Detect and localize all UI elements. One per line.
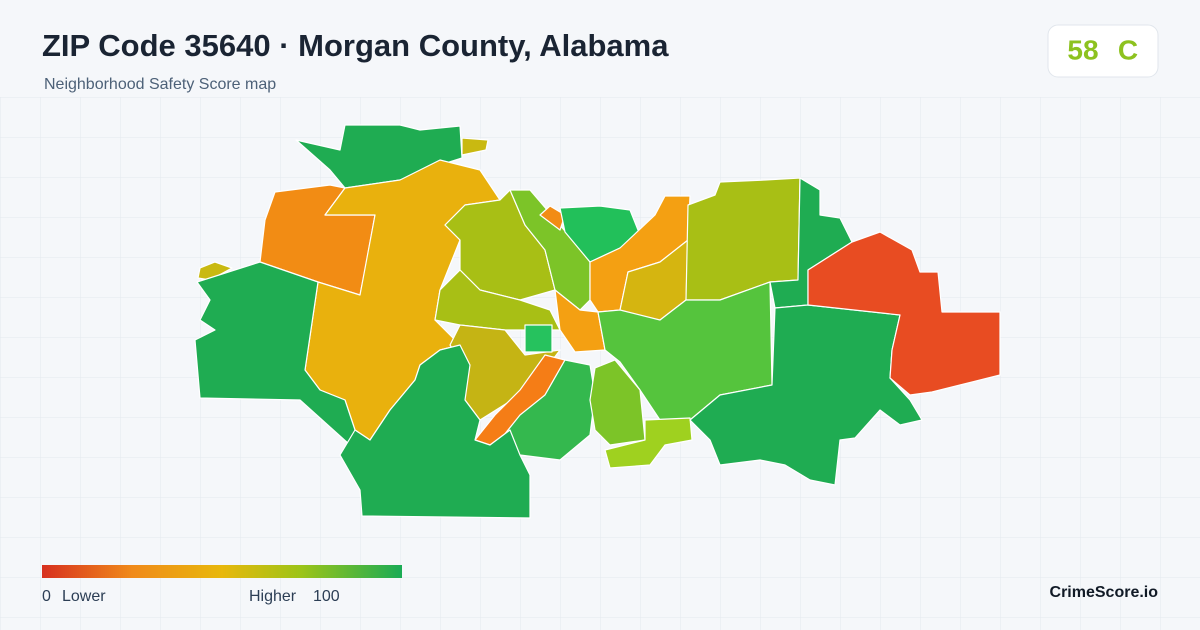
grid: [0, 97, 1200, 630]
legend-min: 0: [42, 588, 51, 605]
region: [499, 359, 596, 461]
score-badge: 58 C: [1047, 24, 1159, 78]
legend-max: 100: [313, 588, 340, 605]
badge-box: [1047, 24, 1159, 78]
score-grade: C: [1118, 34, 1138, 65]
legend-min-label: Lower: [62, 588, 106, 605]
region: [434, 269, 561, 331]
brand: CrimeScore.io: [1050, 584, 1159, 601]
score-value: 58: [1067, 34, 1098, 65]
legend: 0 Lower Higher 100: [42, 565, 402, 605]
region: [589, 359, 646, 446]
legend-gradient: [42, 565, 402, 578]
region: [339, 344, 531, 519]
region: [604, 417, 693, 469]
legend-max-label: Higher: [249, 588, 297, 605]
region: [524, 324, 553, 353]
region: [461, 137, 489, 156]
region: [444, 189, 556, 301]
title: ZIP Code 35640 · Morgan County, Alabama: [42, 28, 669, 63]
region: [807, 231, 1001, 396]
region: [509, 189, 591, 311]
subtitle: Neighborhood Safety Score map: [44, 76, 276, 93]
map: [194, 124, 1001, 519]
